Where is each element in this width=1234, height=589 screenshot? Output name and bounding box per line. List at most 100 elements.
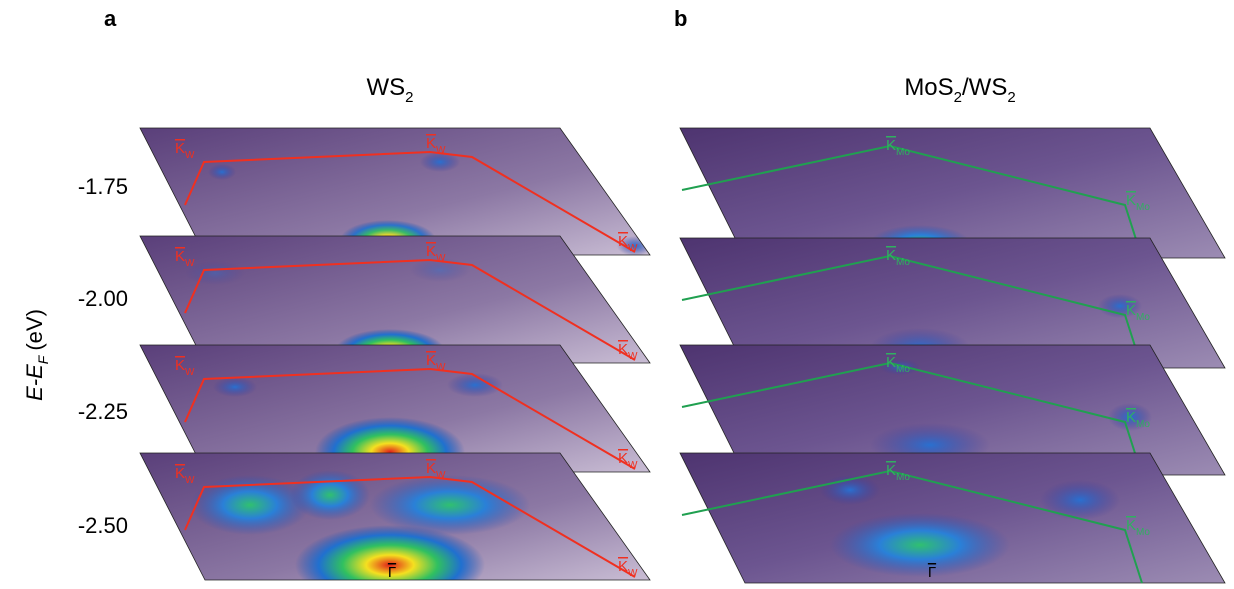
k-point-label: KW xyxy=(426,135,446,156)
title-sub: 2 xyxy=(954,89,962,106)
intensity-feature xyxy=(213,377,257,397)
axis-label-part: (eV) xyxy=(22,309,47,351)
k-sub: W xyxy=(436,362,446,373)
k-sub: Mo xyxy=(896,364,910,375)
k-point-label: KW xyxy=(618,558,638,579)
bz-boundary xyxy=(184,475,636,578)
axis-label-sub: F xyxy=(35,354,51,364)
panel-title: WS2 xyxy=(366,74,413,106)
bz-boundary xyxy=(184,258,636,361)
slice-edge xyxy=(139,127,651,256)
gamma-label: Γ xyxy=(388,564,396,581)
slice-background xyxy=(680,238,1225,368)
k-sub: W xyxy=(436,253,446,264)
k-symbol: K xyxy=(1126,302,1136,319)
k-symbol: K xyxy=(886,462,896,479)
k-symbol: K xyxy=(886,137,896,154)
axis-label: E-EF (eV) xyxy=(22,309,51,401)
slice-background xyxy=(680,345,1225,475)
slice-edge xyxy=(679,237,1226,369)
k-point-label: KMo xyxy=(886,137,910,158)
k-sub: Mo xyxy=(1136,527,1150,538)
energy-level: -2.25 xyxy=(78,399,128,424)
slice-edge xyxy=(679,344,1226,476)
k-sub: W xyxy=(628,460,638,471)
k-point-label: KW xyxy=(175,248,195,269)
k-symbol: K xyxy=(618,341,628,358)
intensity-feature xyxy=(447,373,503,397)
intensity-feature xyxy=(190,475,310,535)
gamma-label: Γ xyxy=(928,564,936,581)
energy-level: -2.50 xyxy=(78,513,128,538)
k-symbol: K xyxy=(175,357,185,374)
k-symbol: K xyxy=(886,247,896,264)
intensity-feature xyxy=(410,258,470,282)
k-sub: W xyxy=(185,475,195,486)
k-sub: W xyxy=(628,243,638,254)
k-symbol: K xyxy=(618,558,628,575)
k-point-label: KW xyxy=(426,352,446,373)
slice-edge xyxy=(679,452,1226,584)
k-point-label: KW xyxy=(618,341,638,362)
intensity-feature xyxy=(830,513,1010,577)
k-sub: W xyxy=(185,258,195,269)
bz-boundary xyxy=(184,150,636,253)
k-point-label: KW xyxy=(618,450,638,471)
k-sub: Mo xyxy=(1136,419,1150,430)
slice-edge xyxy=(679,127,1226,259)
k-sub: W xyxy=(436,145,446,156)
k-symbol: K xyxy=(175,465,185,482)
intensity-feature xyxy=(208,164,236,180)
bz-boundary xyxy=(681,254,1143,369)
panel-title: MoS2/WS2 xyxy=(904,74,1015,106)
k-symbol: K xyxy=(1126,409,1136,426)
k-sub: Mo xyxy=(1136,202,1150,213)
slice-edge xyxy=(139,452,651,581)
bz-boundary xyxy=(681,144,1143,259)
title-sub: 2 xyxy=(1007,89,1015,106)
slice-image xyxy=(680,453,1225,583)
panel-label: b xyxy=(674,6,687,31)
k-point-label: KW xyxy=(175,140,195,161)
k-symbol: K xyxy=(618,233,628,250)
k-point-label: KW xyxy=(175,465,195,486)
intensity-feature xyxy=(295,525,485,580)
k-symbol: K xyxy=(618,450,628,467)
k-point-label: KMo xyxy=(1126,517,1150,538)
intensity-feature xyxy=(290,470,370,520)
k-sub: W xyxy=(628,351,638,362)
intensity-feature xyxy=(1040,480,1120,520)
title-sub: 2 xyxy=(405,89,413,106)
k-sub: W xyxy=(185,367,195,378)
axis-label-part: E-E xyxy=(22,364,47,401)
k-symbol: K xyxy=(426,243,436,260)
slice-edge xyxy=(139,344,651,473)
energy-level: -2.00 xyxy=(78,286,128,311)
title-part: MoS xyxy=(904,74,953,101)
k-point-label: KW xyxy=(175,357,195,378)
title-part: WS xyxy=(366,74,405,101)
k-sub: W xyxy=(436,470,446,481)
k-symbol: K xyxy=(426,352,436,369)
k-point-label: KMo xyxy=(886,247,910,268)
k-point-label: KW xyxy=(618,233,638,254)
slice-edge xyxy=(139,235,651,364)
k-sub: Mo xyxy=(896,472,910,483)
k-point-label: KW xyxy=(426,243,446,264)
k-point-label: KMo xyxy=(1126,192,1150,213)
energy-level: -1.75 xyxy=(78,174,128,199)
k-sub: W xyxy=(185,150,195,161)
intensity-feature xyxy=(370,475,530,535)
k-point-label: KMo xyxy=(886,462,910,483)
bz-boundary xyxy=(184,367,636,470)
intensity-feature xyxy=(1108,403,1152,431)
title-part: /WS xyxy=(962,74,1007,101)
k-sub: Mo xyxy=(1136,312,1150,323)
k-sub: Mo xyxy=(896,147,910,158)
bz-boundary xyxy=(681,469,1143,584)
k-sub: W xyxy=(628,568,638,579)
